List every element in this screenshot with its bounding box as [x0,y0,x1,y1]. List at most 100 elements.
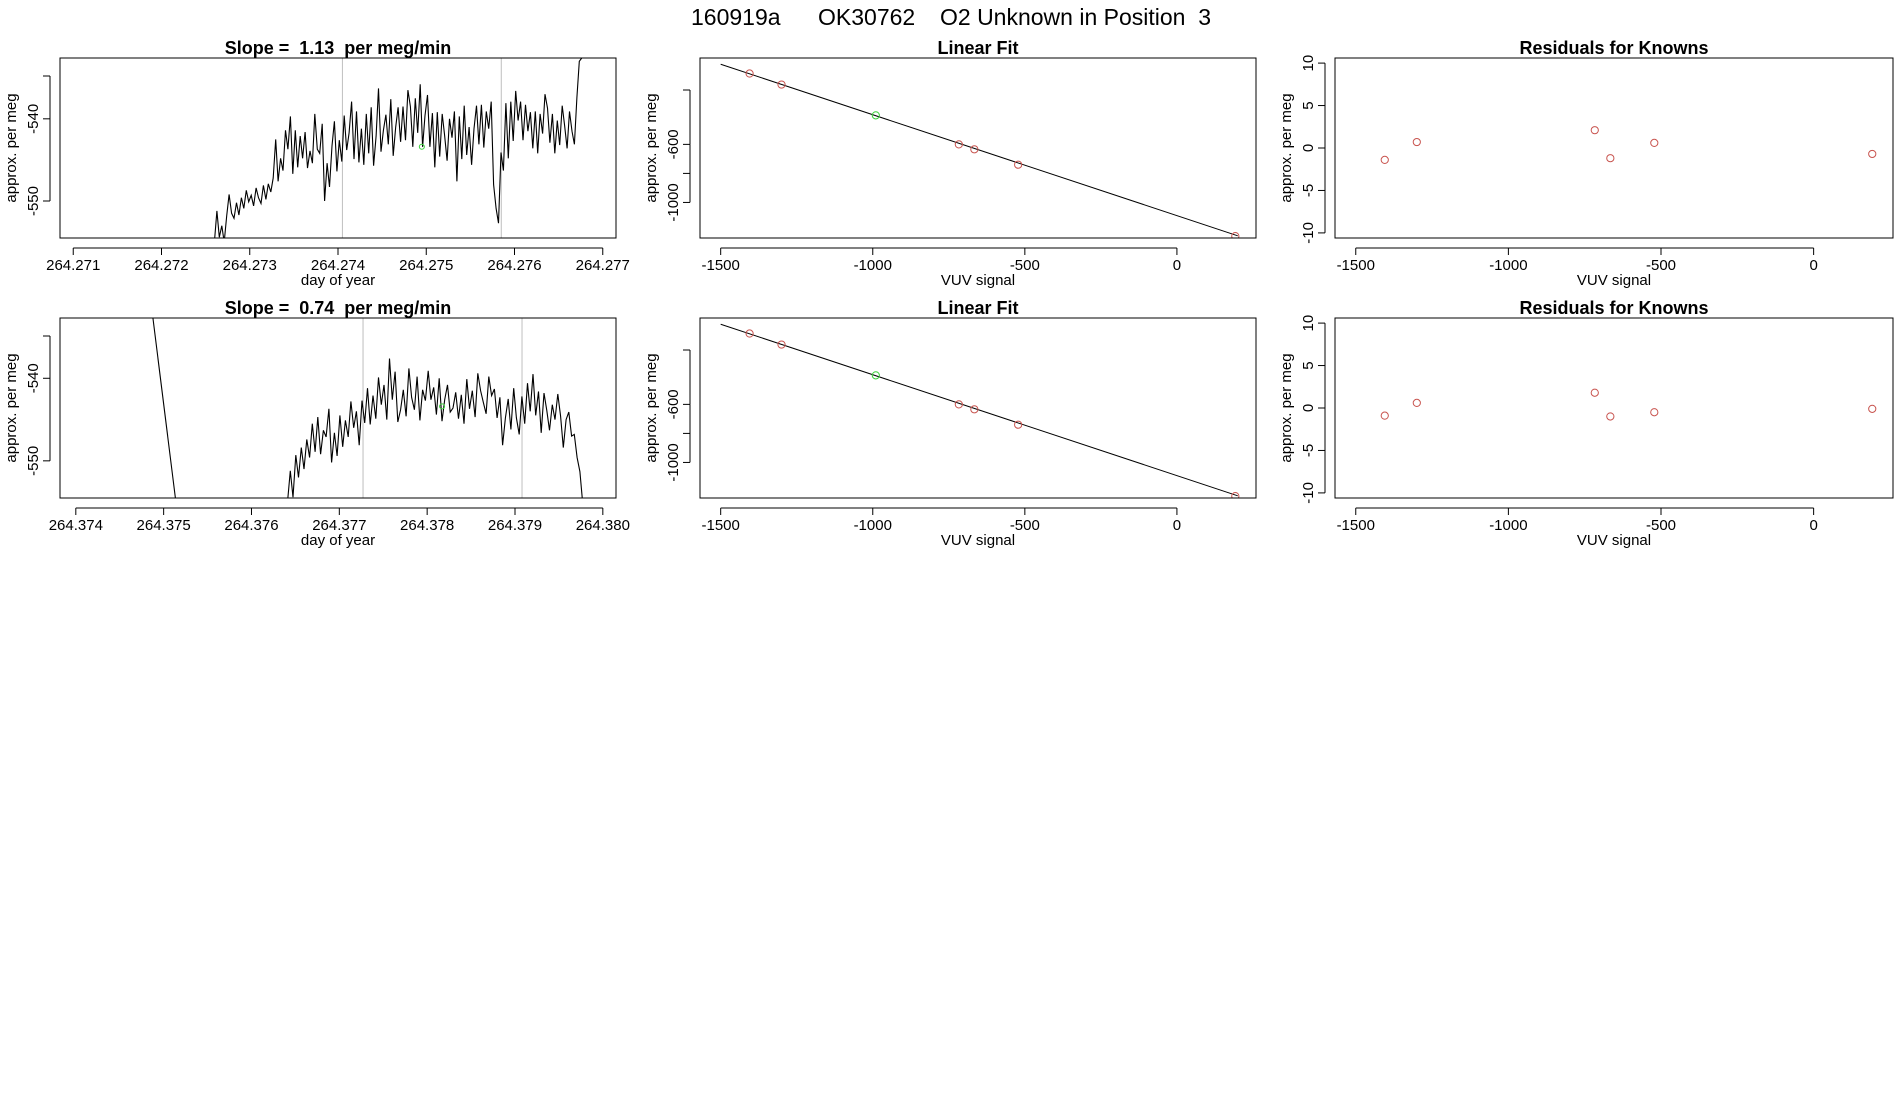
y-tick-label: -550 [25,186,42,216]
panel-fit1: Linear Fit -1500 -1000 -500 0 VUV signal -1000… [643,38,1257,289]
unknown-marker [439,403,446,410]
x-axis-label: VUV signal [941,272,1015,289]
y-axis-label: approx. per meg [3,93,20,202]
known-point [745,69,754,78]
x-tick-label: 0 [1809,257,1817,274]
unknown-point [871,111,880,120]
known-point [1412,398,1421,408]
suptitle-description: O2 Unknown in Position 3 [940,4,1211,30]
plot-data [720,323,1240,498]
y-tick-label: -1000 [665,443,682,481]
x-axis-label: VUV signal [941,532,1015,549]
known-point [1590,126,1599,135]
y-tick-label: -600 [665,129,682,159]
y-tick-label: 5 [1300,361,1317,369]
x-tick-label: -500 [1010,517,1040,534]
x-axis-label: day of year [301,532,375,549]
x-tick-label: 264.375 [137,517,191,534]
y-tick-label: 0 [1300,144,1317,152]
series-line [214,58,583,238]
panel-title: Linear Fit [937,298,1018,318]
plot-frame [59,57,617,239]
x-tick-label: 264.271 [46,257,100,274]
known-point [1014,420,1023,429]
series-line [152,318,176,498]
suptitle-tank-id: OK30762 [818,4,915,30]
x-tick-label: 264.276 [487,257,541,274]
y-tick-label: -10 [1300,222,1317,244]
series-line [287,358,583,498]
x-tick-label: 264.378 [400,517,454,534]
x-axis-label: VUV signal [1577,532,1651,549]
plot-data [1380,126,1877,164]
known-point [1380,411,1389,420]
y-tick-label: 10 [1300,315,1317,332]
known-point [970,405,979,414]
y-tick-label: 10 [1300,55,1317,72]
x-tick-label: 0 [1173,517,1181,534]
y-axis-label: approx. per meg [643,353,660,462]
plot-frame [59,317,617,499]
x-axis-label: VUV signal [1577,272,1651,289]
x-tick-label: -500 [1010,257,1040,274]
known-point [1231,232,1240,238]
x-tick-label: -500 [1646,517,1676,534]
panel-title: Slope = 1.13 per meg/min [225,38,452,58]
known-point [745,329,754,338]
x-tick-label: 264.277 [576,257,630,274]
y-axis-label: approx. per meg [643,93,660,202]
panel-title: Linear Fit [937,38,1018,58]
y-tick-label: -540 [25,104,42,134]
known-point [1606,412,1615,421]
known-point [1606,154,1615,163]
known-point [1650,138,1659,148]
known-point [954,400,963,409]
panel-ts2: Slope = 0.74 per meg/min 264.374 264.375 26… [3,298,630,549]
x-tick-label: 264.374 [49,517,103,534]
fit-line [720,63,1238,237]
known-point [1412,137,1421,147]
x-tick-label: -500 [1646,257,1676,274]
y-tick-label: 0 [1300,404,1317,412]
suptitle-run-id: 160919a [691,4,781,30]
plot-data [1380,388,1877,421]
known-point [1380,155,1389,164]
known-point [1014,160,1023,169]
panel-title: Residuals for Knowns [1519,38,1708,58]
y-tick-label: -550 [25,446,42,476]
x-tick-label: 0 [1809,517,1817,534]
fit-line [720,323,1238,497]
x-tick-label: 264.379 [488,517,542,534]
y-tick-label: -5 [1300,444,1317,457]
x-tick-label: 0 [1173,257,1181,274]
x-tick-label: -1000 [1489,517,1527,534]
x-tick-label: 264.273 [223,257,277,274]
known-point [1868,404,1877,413]
x-tick-label: -1500 [1337,517,1375,534]
panel-grid: Slope = 1.13 per meg/min 264.271 264.272 26… [3,38,1894,549]
x-tick-label: 264.377 [312,517,366,534]
known-point [970,145,979,154]
unknown-point [871,371,880,380]
x-axis-label: day of year [301,272,375,289]
x-tick-label: 264.272 [134,257,188,274]
y-tick-label: -540 [25,363,42,393]
y-tick-label: -600 [665,389,682,419]
plot-frame [699,57,1257,239]
known-point [1868,149,1877,159]
panel-title: Residuals for Knowns [1519,298,1708,318]
x-tick-label: -1500 [701,257,739,274]
y-axis-label: approx. per meg [1278,93,1295,202]
panel-title: Slope = 0.74 per meg/min [225,298,452,318]
panel-res1: Residuals for Knowns -1500 -1000 -500 0 VUV s… [1278,38,1894,289]
x-tick-label: 264.275 [399,257,453,274]
known-point [777,340,786,349]
known-point [777,80,786,89]
known-point [1590,388,1599,397]
panel-fit2: Linear Fit -1500 -1000 -500 0 VUV signal -1000… [643,298,1257,549]
x-tick-label: -1500 [701,517,739,534]
panel-res2: Residuals for Knowns -1500 -1000 -500 0 VUV s… [1278,298,1894,549]
x-tick-label: 264.380 [576,517,630,534]
x-tick-label: -1000 [854,257,892,274]
